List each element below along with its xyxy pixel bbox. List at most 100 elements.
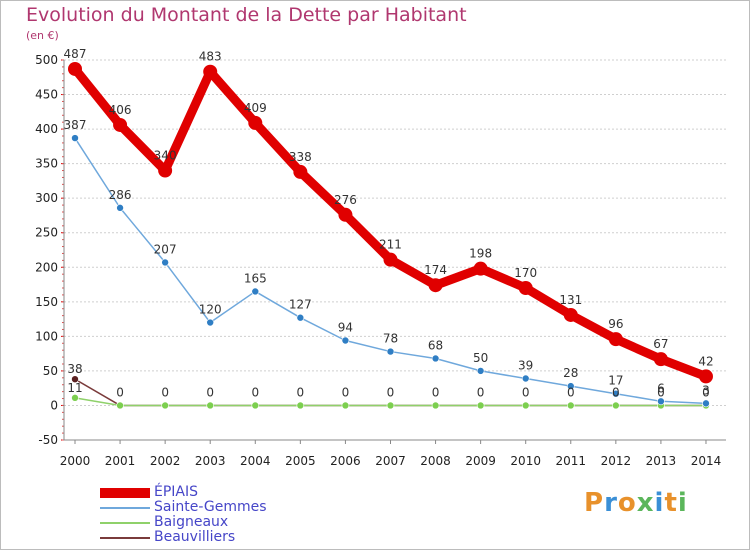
legend-swatch <box>100 488 150 498</box>
data-label: 0 <box>206 385 214 399</box>
data-point <box>563 307 578 322</box>
data-point <box>518 281 533 295</box>
data-point <box>698 369 713 384</box>
x-tick-label: 2000 <box>60 454 91 468</box>
y-tick-label: 250 <box>35 226 58 240</box>
data-label: 3 <box>702 383 710 397</box>
data-point <box>116 401 124 410</box>
data-point <box>521 401 530 410</box>
data-label: 0 <box>477 385 485 399</box>
legend-swatch <box>100 522 150 524</box>
logo-letter: i <box>677 488 688 518</box>
data-point <box>116 204 124 212</box>
data-label: 94 <box>338 321 353 335</box>
data-point <box>476 367 485 375</box>
data-point <box>113 117 128 132</box>
y-tick-label: 500 <box>35 53 58 67</box>
data-point <box>521 374 530 383</box>
legend-label: Baigneaux <box>154 514 229 530</box>
data-label: 170 <box>514 266 537 280</box>
y-tick-label: 350 <box>35 157 58 171</box>
logo-letter: r <box>604 488 618 518</box>
data-point <box>68 61 82 76</box>
y-tick-label: 200 <box>35 260 58 274</box>
data-point <box>608 332 623 347</box>
data-label: 0 <box>116 385 124 399</box>
x-tick-label: 2005 <box>285 454 316 468</box>
proxiti-logo: Proxiti <box>584 488 688 518</box>
data-label: 406 <box>109 103 132 117</box>
data-label: 338 <box>289 150 312 164</box>
x-tick-label: 2008 <box>420 454 451 468</box>
legend-label: Beauvilliers <box>154 529 236 545</box>
legend-swatch <box>100 537 150 539</box>
y-tick-label: 400 <box>35 122 58 136</box>
legend-swatch <box>100 507 150 509</box>
x-tick-label: 2002 <box>150 454 181 468</box>
data-point <box>476 401 485 410</box>
data-point <box>296 313 305 322</box>
data-label: 207 <box>154 242 177 256</box>
data-label: 286 <box>109 188 132 202</box>
chart-title: Evolution du Montant de la Dette par Hab… <box>26 4 467 26</box>
y-tick-label: 300 <box>35 191 58 205</box>
data-point <box>386 347 395 356</box>
data-label: 11 <box>67 381 82 395</box>
logo-letter: x <box>636 488 655 518</box>
data-label: 174 <box>424 263 447 277</box>
x-tick-label: 2012 <box>601 454 632 468</box>
x-tick-label: 2011 <box>555 454 586 468</box>
legend-label: ÉPIAIS <box>154 484 199 500</box>
data-label: 211 <box>379 238 402 252</box>
data-point <box>161 401 169 410</box>
data-point <box>566 401 575 410</box>
data-label: 0 <box>297 385 305 399</box>
data-label: 0 <box>342 385 350 399</box>
logo-letter: i <box>654 488 665 518</box>
data-point <box>612 389 620 398</box>
data-point <box>203 64 218 79</box>
data-point <box>428 278 443 293</box>
data-point <box>71 134 79 142</box>
x-tick-label: 2006 <box>330 454 361 468</box>
data-point <box>338 207 353 222</box>
x-tick-label: 2004 <box>240 454 271 468</box>
data-point <box>251 287 260 296</box>
logo-letter: P <box>584 488 605 518</box>
data-label: 0 <box>612 385 620 399</box>
data-label: 340 <box>154 149 177 163</box>
data-label: 42 <box>698 354 713 368</box>
data-label: 198 <box>469 247 492 261</box>
data-point <box>293 164 308 179</box>
data-point <box>383 252 398 267</box>
y-tick-label: -50 <box>38 433 58 447</box>
data-label: 165 <box>244 271 267 285</box>
data-point <box>566 382 575 390</box>
data-label: 276 <box>334 193 357 207</box>
data-point <box>206 401 215 410</box>
data-label: 67 <box>653 337 668 351</box>
x-tick-label: 2013 <box>646 454 677 468</box>
data-point <box>431 401 440 410</box>
data-point <box>657 397 665 406</box>
x-tick-label: 2014 <box>691 454 722 468</box>
y-tick-label: 100 <box>35 329 58 343</box>
y-tick-label: 0 <box>50 398 58 412</box>
data-point <box>702 399 710 408</box>
data-label: 0 <box>432 385 440 399</box>
data-label: 0 <box>251 385 259 399</box>
plot-area <box>64 60 726 440</box>
data-label: 0 <box>522 385 530 399</box>
data-label: 0 <box>657 385 665 399</box>
data-point <box>251 401 260 410</box>
chart-subtitle: (en €) <box>26 29 59 42</box>
data-point <box>653 352 668 367</box>
x-tick-label: 2010 <box>510 454 541 468</box>
data-label: 0 <box>702 385 710 399</box>
data-point <box>161 258 169 267</box>
data-point <box>158 163 173 178</box>
data-label: 0 <box>567 385 575 399</box>
data-label: 487 <box>64 47 87 61</box>
data-label: 127 <box>289 298 312 312</box>
